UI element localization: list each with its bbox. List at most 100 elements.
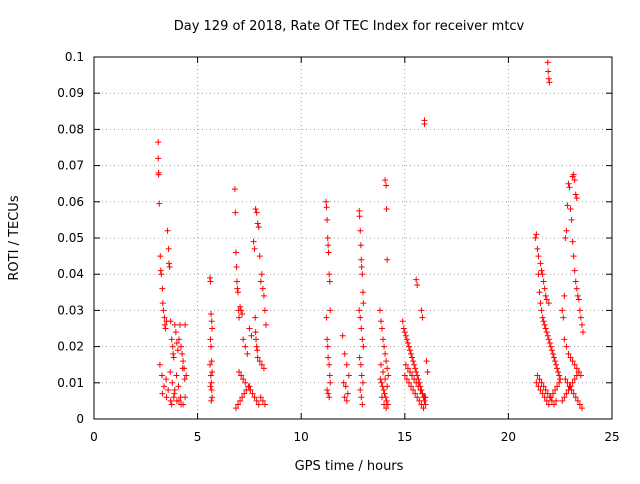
data-point: [325, 390, 332, 397]
data-point: [237, 303, 244, 310]
data-point: [415, 383, 422, 390]
data-point: [574, 397, 581, 404]
data-point: [539, 390, 546, 397]
data-cluster: [155, 139, 190, 408]
data-point: [424, 368, 431, 375]
data-point: [240, 336, 247, 343]
data-point: [235, 401, 242, 408]
data-point: [155, 139, 162, 146]
data-point: [253, 336, 260, 343]
data-point: [171, 321, 178, 328]
data-point: [537, 260, 544, 267]
data-point: [418, 401, 425, 408]
data-point: [408, 350, 415, 357]
data-point: [579, 329, 586, 336]
data-point: [157, 267, 164, 274]
data-point: [208, 397, 215, 404]
data-point: [405, 379, 412, 386]
data-point: [559, 397, 566, 404]
data-point: [545, 401, 552, 408]
data-point: [359, 401, 366, 408]
data-point: [239, 394, 246, 401]
data-point: [405, 343, 412, 350]
data-point: [252, 329, 259, 336]
data-point: [260, 292, 267, 299]
data-point: [554, 383, 561, 390]
data-point: [565, 180, 572, 187]
data-point: [408, 383, 415, 390]
data-point: [414, 282, 421, 289]
data-point: [412, 365, 419, 372]
data-point: [561, 292, 568, 299]
data-point: [170, 354, 177, 361]
data-point: [164, 227, 171, 234]
data-point: [535, 383, 542, 390]
data-point: [384, 383, 391, 390]
data-point: [569, 379, 576, 386]
x-tick-label: 0: [90, 430, 98, 444]
data-point: [564, 379, 571, 386]
data-point: [381, 343, 388, 350]
data-point: [409, 372, 416, 379]
data-cluster: [231, 186, 269, 412]
data-point: [231, 186, 238, 193]
data-point: [423, 358, 430, 365]
data-point: [209, 368, 216, 375]
data-point: [240, 376, 247, 383]
x-axis-label: GPS time / hours: [295, 459, 404, 474]
data-point: [246, 383, 253, 390]
data-cluster: [399, 117, 431, 412]
data-point: [159, 285, 166, 292]
data-point: [382, 350, 389, 357]
data-point: [241, 390, 248, 397]
data-point: [207, 361, 214, 368]
data-point: [208, 311, 215, 318]
data-point: [543, 296, 550, 303]
data-point: [323, 314, 330, 321]
data-point: [254, 220, 261, 227]
data-point: [538, 307, 545, 314]
data-point: [249, 390, 256, 397]
data-point: [162, 325, 169, 332]
data-point: [259, 285, 266, 292]
data-point: [358, 325, 365, 332]
data-point: [327, 307, 334, 314]
data-point: [555, 368, 562, 375]
data-point: [236, 368, 243, 375]
data-point: [327, 379, 334, 386]
data-point: [180, 401, 187, 408]
data-point: [182, 394, 189, 401]
data-point: [178, 343, 185, 350]
data-point: [158, 271, 165, 278]
data-point: [378, 379, 385, 386]
data-point: [534, 245, 541, 252]
data-point: [383, 358, 390, 365]
data-point: [261, 307, 268, 314]
data-point: [379, 325, 386, 332]
y-tick-label: 0.06: [57, 195, 84, 209]
data-point: [253, 397, 260, 404]
data-point: [179, 350, 186, 357]
data-point: [417, 387, 424, 394]
data-point: [237, 397, 244, 404]
data-point: [567, 383, 574, 390]
data-point: [564, 202, 571, 209]
x-tick-label: 5: [194, 430, 202, 444]
data-point: [420, 405, 427, 412]
data-point: [159, 300, 166, 307]
data-point: [381, 390, 388, 397]
data-point: [380, 368, 387, 375]
data-point: [161, 314, 168, 321]
data-point: [411, 376, 418, 383]
data-point: [182, 321, 189, 328]
data-point: [573, 365, 580, 372]
data-point: [236, 314, 243, 321]
data-point: [409, 354, 416, 361]
data-point: [255, 401, 262, 408]
data-point: [565, 387, 572, 394]
data-point: [534, 372, 541, 379]
data-point: [208, 387, 215, 394]
data-point: [401, 329, 408, 336]
data-point: [569, 358, 576, 365]
data-point: [156, 361, 163, 368]
